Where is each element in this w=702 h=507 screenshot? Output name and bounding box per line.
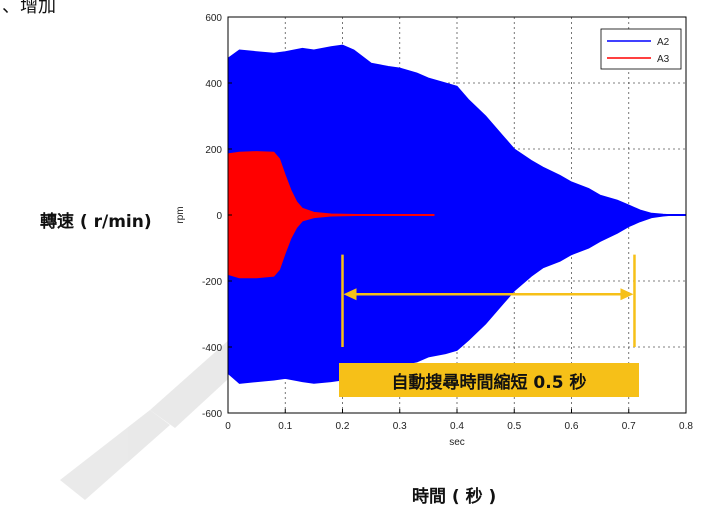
legend-label-a3: A3: [657, 54, 670, 65]
y-tick-label: -600: [202, 409, 222, 420]
axis-ticks: 0 0.1 0.2 0.3 0.4 0.5 0.6 0.7 0.8 -600 -400 -200 0 20…: [202, 13, 693, 432]
x-tick-label: 0.2: [336, 421, 350, 432]
y-tick-label: 200: [205, 145, 222, 156]
x-tick-label: 0.1: [278, 421, 292, 432]
x-tick-label: 0.3: [393, 421, 407, 432]
x-tick-label: 0.4: [450, 421, 464, 432]
legend-label-a2: A2: [657, 37, 670, 48]
y-axis-label: rpm: [175, 206, 186, 223]
interval-arrow-head-right: [620, 288, 634, 301]
corner-text: 、增加: [2, 0, 56, 17]
interval-annotation: [341, 254, 636, 347]
x-tick-label: 0.6: [565, 421, 579, 432]
interval-arrow-head-left: [343, 288, 357, 301]
speed-label: 轉速 ( r/min): [40, 212, 152, 232]
legend: A2 A3: [600, 28, 682, 70]
x-axis-label: sec: [449, 437, 465, 448]
x-tick-label: 0.5: [507, 421, 521, 432]
y-tick-label: -400: [202, 343, 222, 354]
x-tick-label: 0.7: [622, 421, 636, 432]
y-tick-label: 600: [205, 13, 222, 24]
x-tick-label: 0: [225, 421, 231, 432]
callout-box: 自動搜尋時間縮短 0.5 秒: [339, 363, 639, 397]
legend-box: [600, 28, 682, 70]
time-label: 時間 ( 秒 ): [412, 487, 497, 507]
y-tick-label: 400: [205, 79, 222, 90]
y-tick-label: -200: [202, 277, 222, 288]
x-tick-label: 0.8: [679, 421, 693, 432]
y-tick-label: 0: [216, 211, 222, 222]
callout-text: 自動搜尋時間縮短 0.5 秒: [391, 372, 587, 393]
